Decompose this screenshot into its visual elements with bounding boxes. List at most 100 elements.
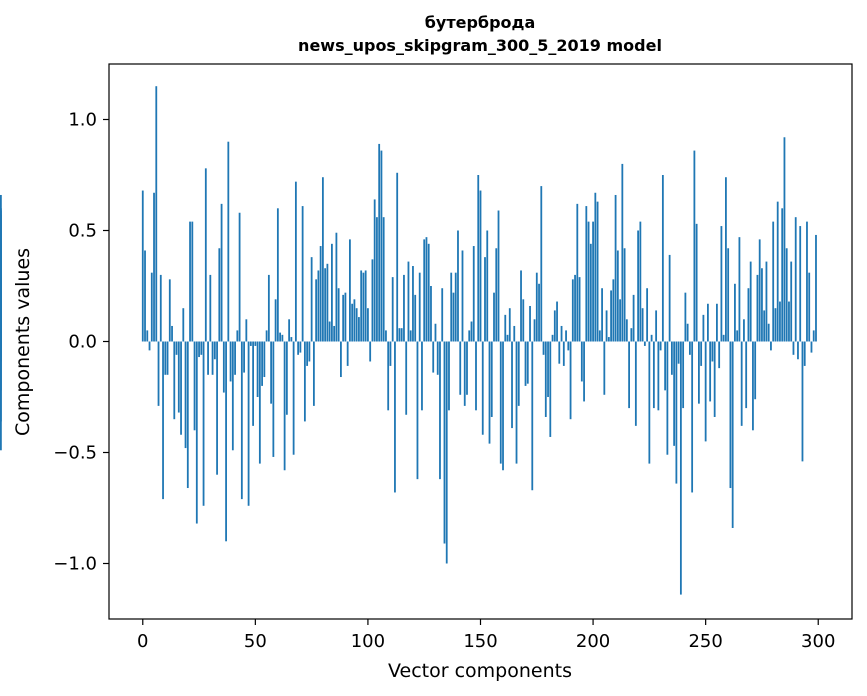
bar-7 <box>157 341 160 406</box>
bar-227 <box>652 341 655 409</box>
bar-14 <box>173 341 176 420</box>
bar-38 <box>227 141 230 342</box>
plot-frame <box>108 63 853 620</box>
bar-79 <box>319 246 322 342</box>
bar-223 <box>643 341 646 346</box>
bar-162 <box>506 334 509 342</box>
bar-62 <box>281 334 284 342</box>
bar-175 <box>535 272 538 342</box>
bar-178 <box>542 341 545 355</box>
bar-190 <box>569 341 572 420</box>
bar-172 <box>529 305 531 342</box>
bar-209 <box>612 279 615 342</box>
bar-281 <box>774 308 777 342</box>
bar-99 <box>364 270 367 342</box>
bar-232 <box>664 341 667 391</box>
bar-101 <box>369 341 372 362</box>
bar-58 <box>272 341 275 457</box>
bar-299 <box>815 234 817 342</box>
bar-107 <box>382 217 385 342</box>
bar-159 <box>499 341 502 464</box>
bar-218 <box>632 294 635 342</box>
bar-41 <box>234 341 236 375</box>
bar-18 <box>182 308 185 342</box>
bar-90 <box>344 292 347 342</box>
x-tick-label: 100 <box>351 631 385 652</box>
bar-141 <box>459 341 462 395</box>
bar-87 <box>337 288 340 342</box>
bar-156 <box>493 292 495 342</box>
bar-89 <box>342 294 345 342</box>
bar-189 <box>567 341 570 351</box>
bar-82 <box>326 263 329 342</box>
bar-149 <box>477 175 480 342</box>
bar-152 <box>484 257 486 342</box>
bar-55 <box>265 330 268 342</box>
bar-212 <box>619 299 621 342</box>
bar-153 <box>486 230 489 342</box>
bar-265 <box>738 237 741 342</box>
bar-187 <box>562 341 565 366</box>
bar-47 <box>247 341 250 506</box>
bar-246 <box>695 223 698 342</box>
bar-92 <box>349 239 351 342</box>
bar-26 <box>200 341 203 355</box>
bar-252 <box>709 341 712 402</box>
bar-111 <box>391 277 394 342</box>
bar-64 <box>285 341 288 415</box>
bar-114 <box>398 328 401 342</box>
bar-207 <box>607 337 610 342</box>
bar-143 <box>463 341 466 406</box>
bar-147 <box>472 246 475 342</box>
y-tick-label: 0.5 <box>68 221 97 242</box>
bar-198 <box>587 221 590 342</box>
bar-284 <box>781 208 784 342</box>
bar-260 <box>727 248 730 342</box>
bar-125 <box>423 239 426 342</box>
bar-164 <box>511 341 513 429</box>
bar-264 <box>736 330 739 342</box>
bar-247 <box>698 341 700 404</box>
bar-182 <box>551 334 554 342</box>
bar-204 <box>601 288 603 342</box>
bar-276 <box>763 310 766 342</box>
bar-279 <box>770 341 772 351</box>
bar-266 <box>740 341 743 426</box>
bar-0 <box>141 190 144 342</box>
bar-244 <box>691 341 694 493</box>
bar-235 <box>670 341 673 375</box>
bar-124 <box>421 341 423 411</box>
bar-196 <box>583 341 585 402</box>
bar-242 <box>686 323 689 342</box>
bar-70 <box>299 341 302 353</box>
bar-290 <box>794 217 797 342</box>
bar-106 <box>380 150 383 342</box>
bar-280 <box>772 221 775 342</box>
bar-155 <box>490 341 493 417</box>
x-tick-label: 200 <box>576 631 610 652</box>
bar-43 <box>238 212 241 342</box>
y-tick-label: −1.0 <box>53 554 97 575</box>
bar-221 <box>639 221 642 342</box>
bar-109 <box>387 341 390 411</box>
bar-210 <box>614 194 617 342</box>
bar-126 <box>425 237 428 342</box>
bar-277 <box>765 261 768 342</box>
x-tick-label: 250 <box>688 631 722 652</box>
bar-24 <box>195 341 198 524</box>
bar-59 <box>274 299 277 342</box>
bar-127 <box>427 243 430 342</box>
bar-37 <box>225 341 227 542</box>
bar-180 <box>547 341 549 397</box>
bar-286 <box>785 248 788 342</box>
bar-171 <box>526 341 529 384</box>
bar-158 <box>497 210 500 342</box>
bar-80 <box>321 177 324 342</box>
bar-237 <box>675 341 678 484</box>
bar-23 <box>193 341 196 431</box>
bar-255 <box>716 303 718 342</box>
bar-73 <box>306 341 309 366</box>
bar-213 <box>621 163 624 342</box>
bar-274 <box>758 239 761 342</box>
bar-154 <box>488 341 491 444</box>
